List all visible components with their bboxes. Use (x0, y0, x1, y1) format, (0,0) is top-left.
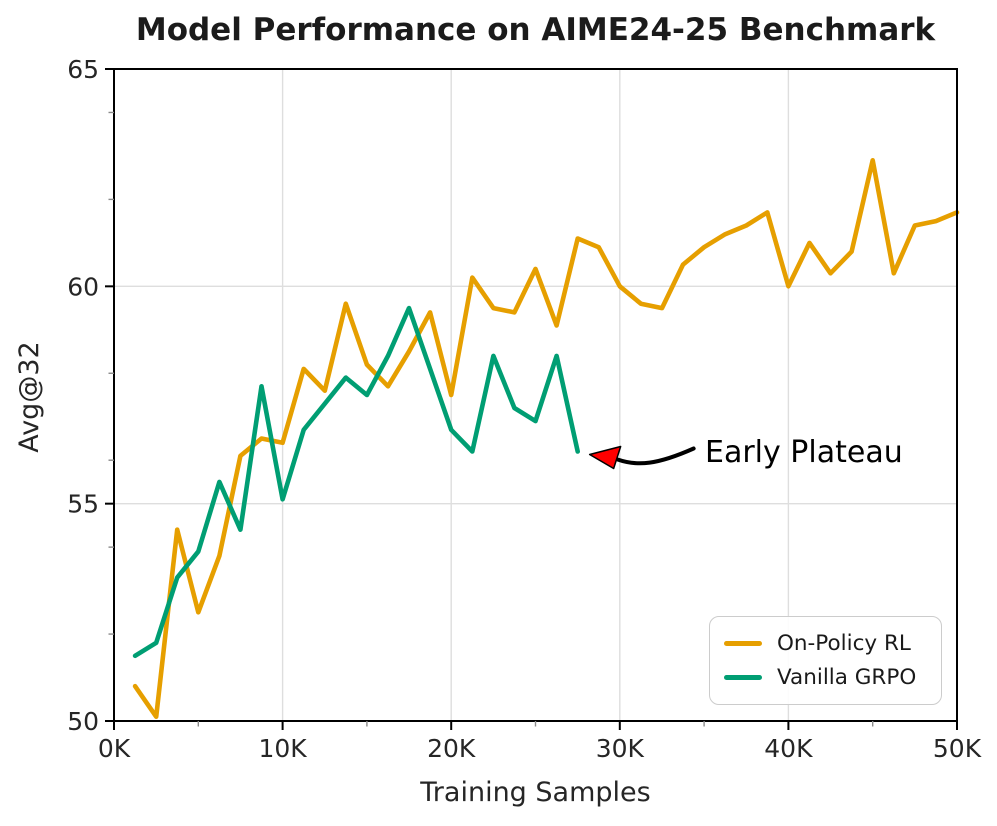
legend-items: On-Policy RL Vanilla GRPO (724, 621, 927, 700)
legend-swatch (724, 675, 762, 681)
x-tick-label: 10K (258, 734, 307, 763)
annotation-text: Early Plateau (705, 435, 903, 470)
legend: On-Policy RL Vanilla GRPO (709, 616, 942, 705)
x-tick-label: 40K (764, 734, 813, 763)
y-tick-label: 55 (67, 490, 99, 519)
legend-label: On-Policy RL (777, 630, 911, 656)
x-tick-label: 50K (933, 734, 982, 763)
annotation-arrow-group (588, 445, 696, 470)
legend-swatch (724, 640, 762, 646)
legend-item: Vanilla GRPO (724, 665, 927, 690)
x-tick-label: 30K (596, 734, 645, 763)
x-tick-label: 0K (98, 734, 131, 763)
series-lines (132, 158, 960, 719)
y-axis-label: Avg@32 (14, 341, 45, 452)
x-tick-label: 20K (427, 734, 476, 763)
y-tick-label: 50 (67, 707, 99, 736)
legend-item: On-Policy RL (724, 631, 927, 656)
annotation-arrow (615, 446, 696, 466)
legend-label: Vanilla GRPO (777, 665, 917, 691)
y-tick-label: 60 (67, 272, 99, 301)
series-line-vanilla-grpo (132, 305, 580, 659)
annotation-arrowhead (588, 445, 622, 470)
x-axis-label: Training Samples (419, 777, 650, 808)
chart-title: Model Performance on AIME24-25 Benchmark (136, 12, 937, 48)
y-tick-label: 65 (67, 55, 99, 84)
tick-labels: 0K 10K 20K 30K 40K 50K 50 55 60 65 (67, 55, 982, 763)
axis-ticks (105, 68, 958, 730)
